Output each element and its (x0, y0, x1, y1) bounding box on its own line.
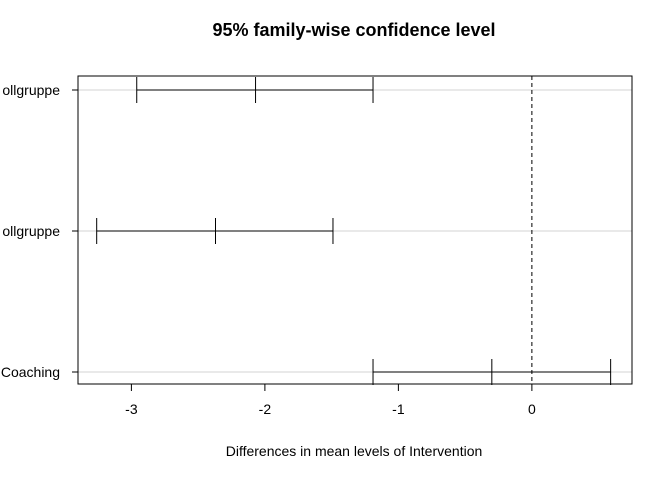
x-tick-label: -3 (125, 401, 138, 417)
y-tick-label: ollgruppe (2, 223, 60, 239)
y-axis-labels: ollgruppe ollgruppe Coaching (1, 82, 78, 380)
plot-frame (77, 75, 633, 385)
x-tick-label: -2 (259, 401, 272, 417)
x-axis-title: Differences in mean levels of Interventi… (226, 443, 483, 459)
x-tick-label: 0 (528, 401, 536, 417)
confidence-intervals (96, 77, 612, 385)
y-tick-label: ollgruppe (2, 82, 60, 98)
chart-title: 95% family-wise confidence level (212, 20, 495, 40)
x-tick-label: -1 (392, 401, 405, 417)
y-tick-label: Coaching (1, 364, 60, 380)
x-axis: -3 -2 -1 0 (125, 383, 536, 417)
